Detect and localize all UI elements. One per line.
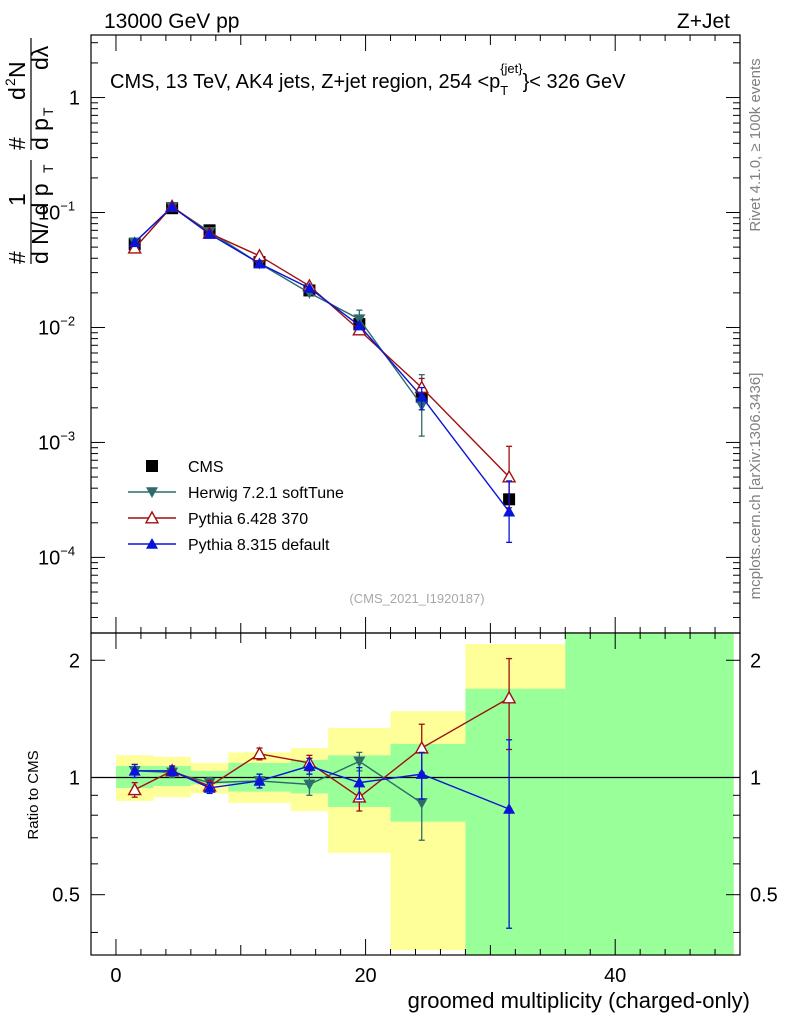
legend-label: Herwig 7.2.1 softTune: [188, 485, 344, 502]
legend-item: Pythia 6.428 370: [128, 510, 308, 528]
main-plot-data: [127, 198, 517, 544]
data-point: [415, 390, 428, 402]
plot-title-end: }< 326 GeV: [523, 71, 627, 93]
series-line: [134, 205, 423, 406]
legend-label: CMS: [188, 459, 224, 476]
y-tick-label: 10−4: [38, 543, 75, 569]
ratio-y-tick-label-right: 1: [750, 767, 761, 789]
x-tick-label: 20: [354, 965, 376, 987]
y-label-num-1: #: [4, 251, 30, 264]
y-tick-exponent: −1: [60, 199, 75, 214]
data-point: [203, 228, 216, 239]
series-triangle-open: [127, 198, 517, 509]
y-label-dp-sub: T: [40, 107, 56, 116]
ratio-point: [353, 776, 366, 788]
ratio-plot-data: [91, 633, 740, 955]
y-label-d2n-sup: 2: [2, 78, 18, 86]
legend-item: CMS: [146, 459, 224, 476]
legend-marker: [146, 487, 158, 498]
y-label-one: 1: [4, 193, 30, 206]
ratio-y-tick-label: 1: [69, 767, 80, 789]
series-square: [128, 202, 516, 506]
y-tick-exponent: −2: [60, 313, 75, 328]
data-point: [253, 257, 266, 269]
ratio-panel: 0.5 0.51 12 20 20 40 Ratio to CMS groomed mul…: [25, 632, 778, 1013]
uncertainty-band-green: [390, 743, 466, 822]
ratio-y-axis-label: Ratio to CMS: [25, 750, 42, 839]
plot-title-sub: T: [500, 83, 508, 98]
uncertainty-band-green: [465, 688, 566, 955]
data-point: [127, 240, 142, 254]
data-point: [303, 282, 316, 293]
ratio-point: [303, 779, 316, 791]
ratio-series-line: [134, 765, 510, 810]
ratio-point: [203, 781, 216, 793]
legend-label: Pythia 6.428 370: [188, 511, 308, 528]
ratio-series-triangle-up: [128, 739, 516, 929]
rivet-version-label: Rivet 4.1.0, ≥ 100k events: [747, 58, 764, 231]
ratio-point: [503, 802, 516, 814]
y-label-hash-2: #: [4, 137, 30, 150]
ratio-point: [128, 764, 141, 776]
ratio-point: [415, 768, 428, 779]
analysis-watermark: (CMS_2021_I1920187): [349, 591, 484, 606]
ratio-y-tick-label-right: 0.5: [750, 885, 778, 907]
y-label-d2n-n: N: [4, 61, 30, 78]
series-triangle-down: [128, 202, 428, 437]
legend-marker: [144, 510, 160, 524]
ratio-point: [127, 782, 142, 796]
y-tick-exponent: −3: [60, 428, 75, 443]
legend-marker: [146, 538, 158, 549]
y-tick-label: 10−2: [38, 313, 75, 339]
legend-label: Pythia 8.315 default: [188, 537, 330, 554]
ratio-y-tick-label: 2: [69, 650, 80, 672]
ratio-point: [253, 774, 266, 786]
y-tick-exponent: −4: [60, 543, 75, 558]
plot-title-sup: {jet}: [500, 61, 523, 76]
ratio-y-tick-label-right: 2: [750, 650, 761, 672]
header-process: Z+Jet: [677, 10, 730, 33]
data-point: [166, 200, 179, 212]
ratio-panel-ticks: 0.5 0.51 12 20 20 40: [52, 633, 778, 987]
plot-title-main: CMS, 13 TeV, AK4 jets, Z+jet region, 254…: [110, 71, 500, 93]
main-y-axis-label: # d N/ d p T 1 # d p T d 2 N dλ: [2, 38, 56, 264]
ratio-point: [166, 764, 179, 776]
data-point: [128, 236, 141, 248]
plot-title: CMS, 13 TeV, AK4 jets, Z+jet region, 254…: [110, 61, 626, 98]
y-label-den-1-sub: T: [40, 164, 56, 173]
y-tick-label: 10−3: [38, 428, 75, 454]
ratio-point: [353, 756, 366, 768]
header-energy: 13000 GeV pp: [104, 10, 239, 33]
main-distribution-panel: 110−110−210−310−4 CMS, 13 TeV, AK4 jets,…: [2, 34, 741, 634]
ratio-point: [303, 760, 316, 771]
legend-marker: [146, 460, 158, 472]
data-point: [503, 505, 516, 517]
ratio-point: [252, 746, 267, 760]
x-tick-label: 0: [110, 965, 121, 987]
ratio-point: [501, 690, 517, 704]
y-tick-label: 1: [69, 88, 80, 110]
series-triangle-up: [128, 200, 516, 544]
series-line: [134, 205, 510, 513]
series-line: [134, 205, 510, 478]
y-label-d2n: d: [4, 87, 30, 100]
ratio-point: [415, 798, 428, 809]
data-point: [353, 319, 366, 331]
mcplots-label: mcplots.cern.ch [arXiv:1306.3436]: [747, 373, 764, 600]
legend: CMS Herwig 7.2.1 softTune Pythia 6.428 370…: [128, 459, 344, 554]
ratio-y-tick-label: 0.5: [52, 885, 80, 907]
x-tick-label: 40: [604, 965, 626, 987]
legend-item: Pythia 8.315 default: [128, 537, 330, 554]
x-axis-label: groomed multiplicity (charged-only): [408, 988, 750, 1013]
uncertainty-band-green: [565, 633, 734, 955]
legend-item: Herwig 7.2.1 softTune: [128, 485, 344, 502]
